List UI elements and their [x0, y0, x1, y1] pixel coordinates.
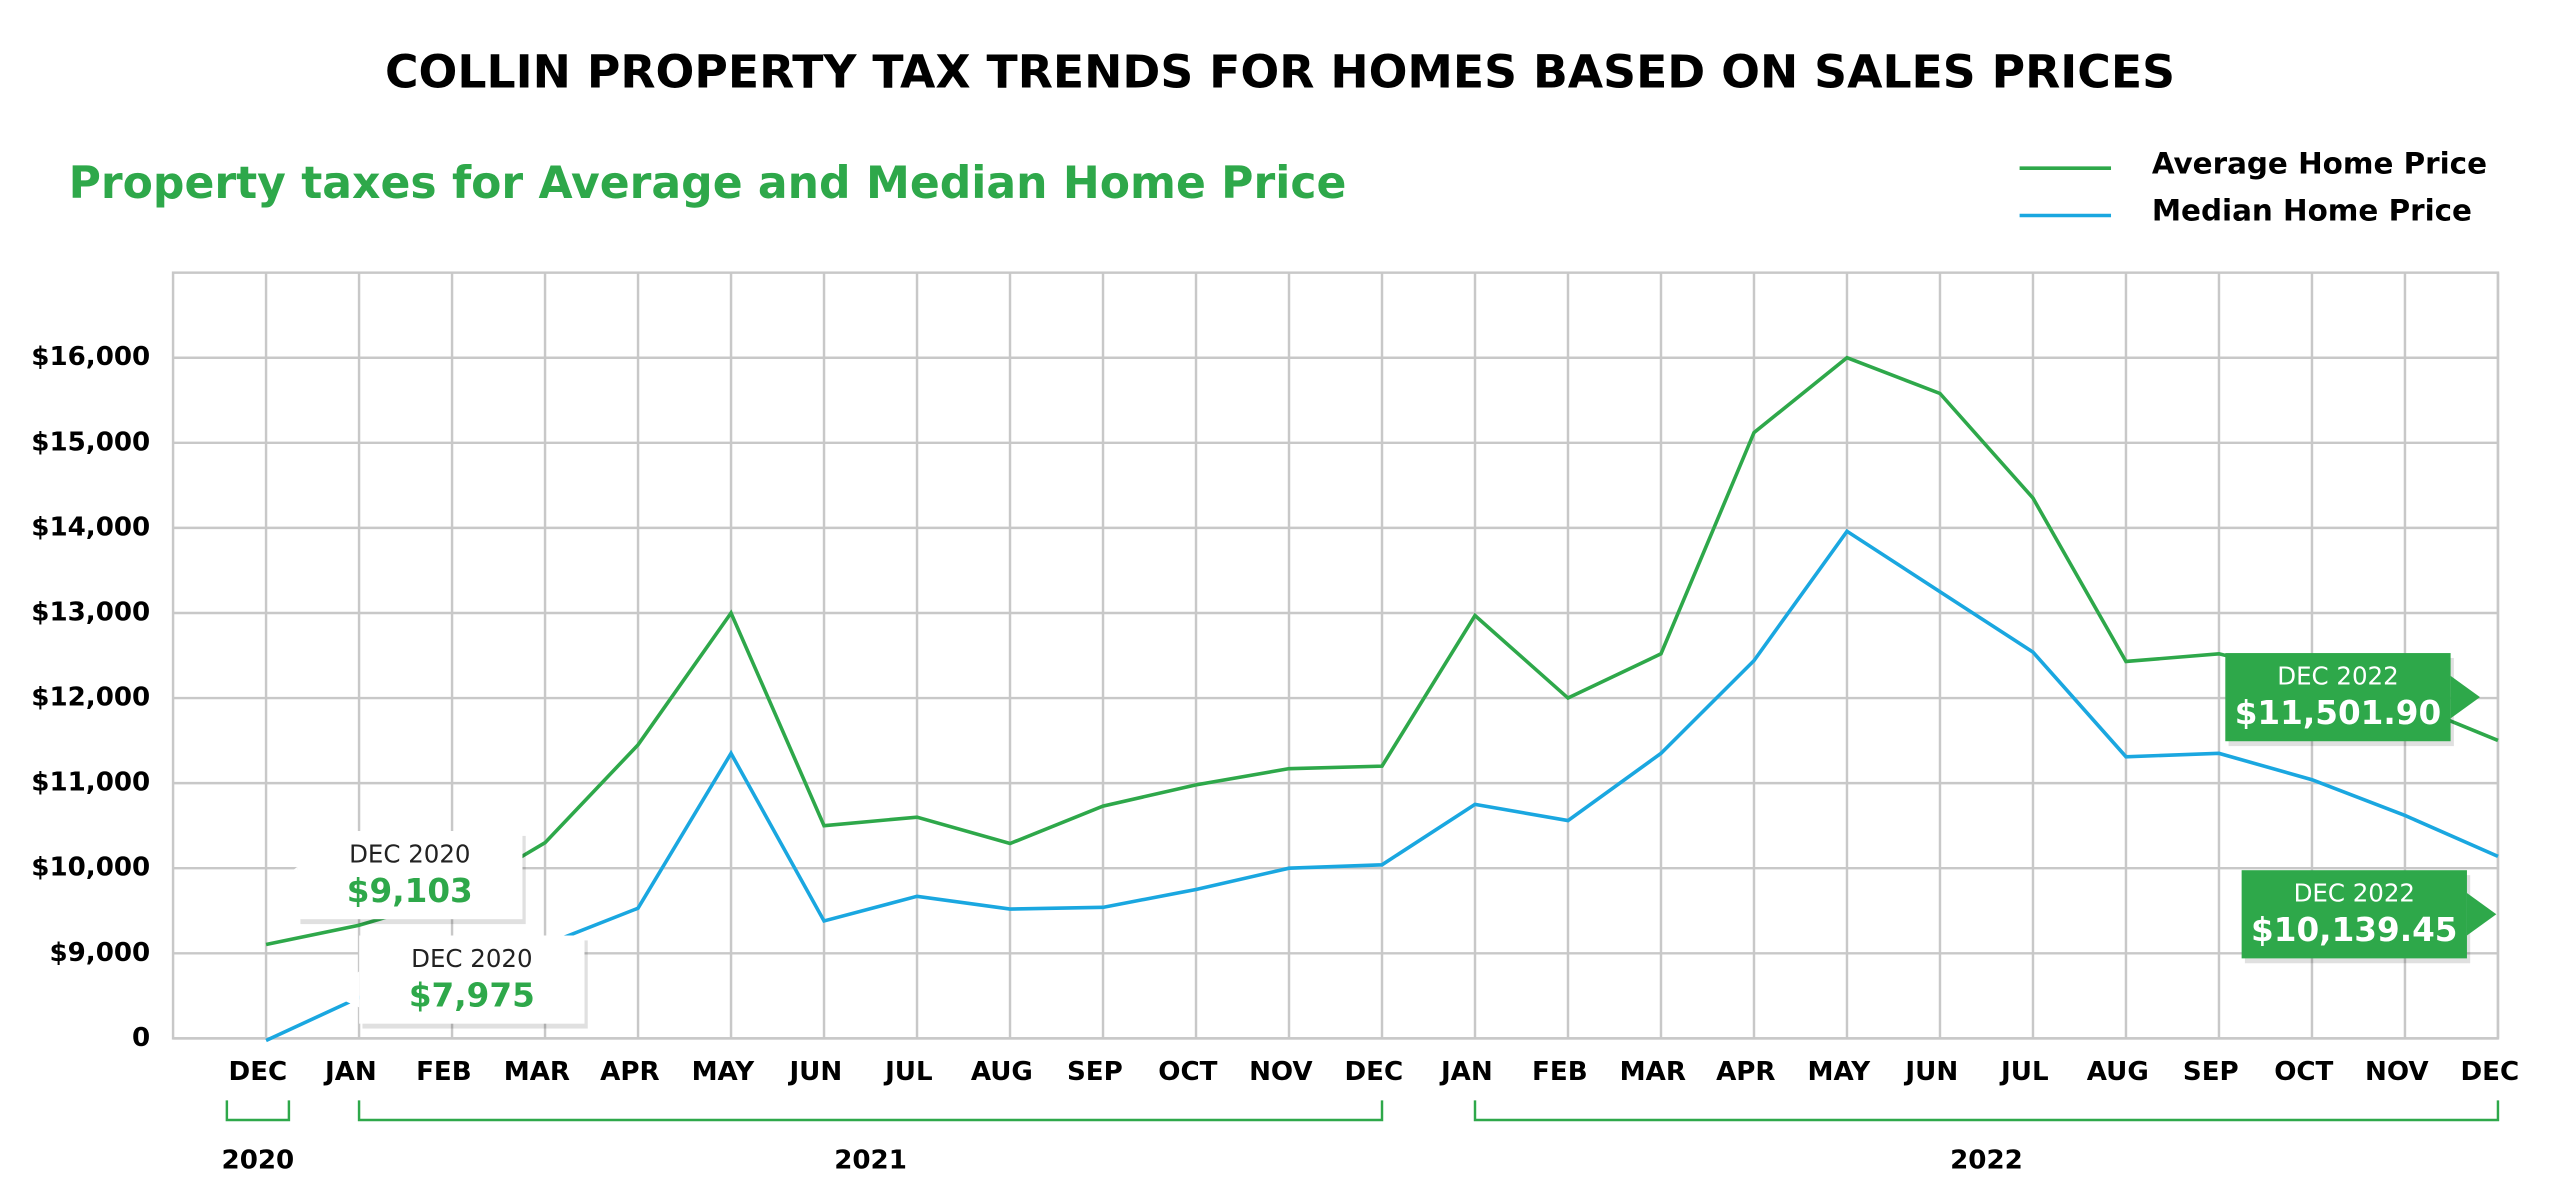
- legend-label: Average Home Price: [2152, 146, 2487, 180]
- x-tick-label: FEB: [1532, 1057, 1588, 1087]
- y-tick-label: $13,000: [31, 597, 150, 627]
- callout-pointer: [2466, 893, 2497, 936]
- group-bracket: [357, 1100, 1384, 1122]
- callout: DEC 2022 $11,501.90: [2225, 653, 2480, 747]
- x-tick-label: JAN: [323, 1057, 377, 1087]
- x-tick-label: AUG: [2087, 1057, 2149, 1087]
- x-tick-label: APR: [1716, 1057, 1775, 1087]
- group-bracket: [225, 1100, 291, 1122]
- x-tick-label: DEC: [1345, 1057, 1404, 1087]
- x-tick-label: JUL: [1999, 1057, 2049, 1087]
- x-tick-label: APR: [600, 1057, 659, 1087]
- callout-title: DEC 2022: [2294, 879, 2415, 908]
- callout: DEC 2020 $7,975: [329, 935, 588, 1029]
- y-tick-label: $15,000: [31, 427, 150, 457]
- x-tick-label: MAY: [1808, 1057, 1872, 1087]
- callout-title: DEC 2022: [2277, 662, 2398, 691]
- callout: DEC 2020 $9,103: [267, 831, 526, 925]
- callout-title: DEC 2020: [349, 840, 470, 869]
- group-bracket: [1473, 1100, 2500, 1122]
- data-label: $10,139.45: [2251, 911, 2458, 949]
- legend-label: Median Home Price: [2152, 194, 2472, 228]
- x-tick-label: JUN: [1903, 1057, 1958, 1087]
- chart-subtitle: Property taxes for Average and Median Ho…: [69, 158, 1347, 209]
- group-label: 2021: [834, 1145, 907, 1175]
- chart-title: COLLIN PROPERTY TAX TRENDS FOR HOMES BAS…: [385, 46, 2175, 99]
- x-tick-label: DEC: [229, 1057, 288, 1087]
- callout-pointer: [2450, 675, 2480, 719]
- data-label: $11,501.90: [2235, 694, 2442, 732]
- callout-box: [297, 831, 523, 920]
- group-label: 2022: [1950, 1145, 2023, 1175]
- y-tick-label: $11,000: [31, 768, 150, 798]
- x-tick-label: AUG: [971, 1057, 1033, 1087]
- callout-title: DEC 2020: [411, 944, 532, 973]
- callout-pointer: [267, 866, 298, 903]
- x-tick-label: OCT: [1158, 1057, 1217, 1087]
- x-tick-label: OCT: [2274, 1057, 2333, 1087]
- data-label: $7,975: [409, 977, 535, 1015]
- y-tick-label: $9,000: [49, 938, 150, 968]
- callout-pointer: [329, 971, 360, 1008]
- x-tick-label: JUN: [787, 1057, 842, 1087]
- y-tick-label: 0: [132, 1023, 150, 1053]
- y-tick-label: $16,000: [31, 342, 150, 372]
- callout-box: [2225, 653, 2451, 742]
- x-tick-label: DEC: [2460, 1057, 2519, 1087]
- x-tick-label: SEP: [1067, 1057, 1123, 1087]
- callout-box: [359, 935, 585, 1024]
- x-tick-label: MAR: [504, 1057, 570, 1087]
- y-tick-label: $12,000: [31, 683, 150, 713]
- callout-box: [2241, 870, 2467, 959]
- x-tick-label: SEP: [2183, 1057, 2239, 1087]
- series-line: [265, 528, 2499, 1043]
- x-tick-label: MAY: [692, 1057, 756, 1087]
- x-tick-label: NOV: [2365, 1057, 2429, 1087]
- series-line: [265, 355, 2499, 947]
- group-label: 2020: [222, 1145, 295, 1175]
- x-tick-label: JUL: [883, 1057, 933, 1087]
- y-tick-label: $10,000: [31, 853, 150, 883]
- x-tick-label: MAR: [1620, 1057, 1686, 1087]
- data-label: $9,103: [347, 872, 473, 910]
- callout: DEC 2022 $10,139.45: [2241, 870, 2497, 964]
- x-tick-label: NOV: [1249, 1057, 1313, 1087]
- y-tick-label: $14,000: [31, 512, 150, 542]
- x-tick-label: JAN: [1439, 1057, 1493, 1087]
- x-tick-label: FEB: [416, 1057, 472, 1087]
